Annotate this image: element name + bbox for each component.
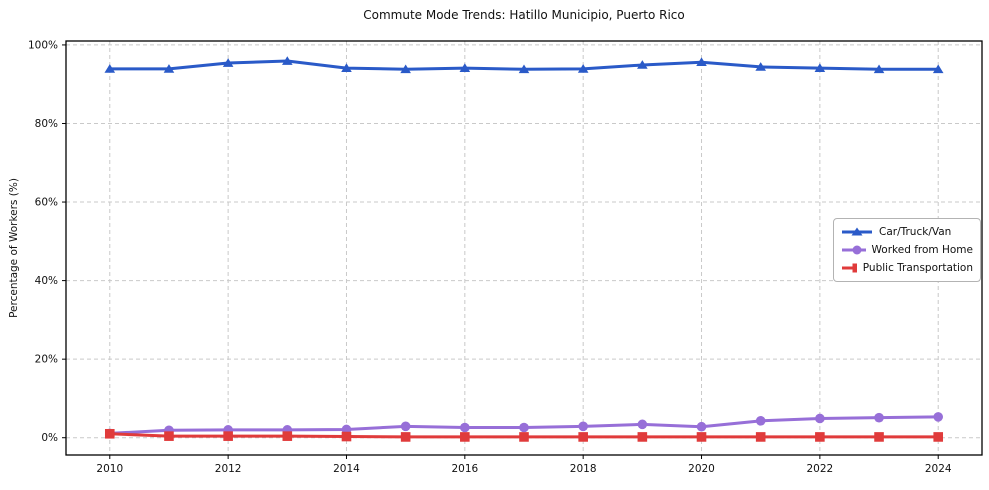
data-point-marker — [459, 63, 471, 72]
data-point-marker — [163, 64, 175, 73]
x-axis-tick-label: 2020 — [688, 463, 715, 475]
data-point-marker — [873, 64, 885, 74]
y-axis-tick-label: 80% — [35, 118, 58, 130]
legend-label: Public Transportation — [862, 262, 973, 274]
data-point-marker — [104, 64, 116, 73]
x-axis-tick-label: 2010 — [96, 463, 123, 475]
data-point-marker — [460, 422, 470, 433]
data-point-marker — [696, 57, 707, 67]
x-axis-tick-label: 2018 — [570, 463, 597, 475]
data-point-marker — [577, 64, 589, 73]
plot-border — [65, 40, 983, 456]
y-axis-tick-label: 0% — [41, 432, 58, 444]
x-axis-tick-label: 2014 — [333, 463, 360, 475]
y-axis-tick-label: 100% — [28, 39, 58, 51]
legend-marker-triangle-up-icon — [842, 227, 872, 236]
data-point-marker — [400, 421, 411, 432]
data-point-marker — [104, 428, 115, 439]
legend: Car/Truck/Van Worked from Home Public Tran… — [833, 218, 981, 282]
legend-marker-square-icon — [842, 263, 857, 273]
data-point-marker — [282, 431, 293, 441]
legend-item-worked-from-home: Worked from Home — [841, 243, 973, 257]
data-point-marker — [815, 432, 825, 442]
data-point-marker — [222, 58, 234, 67]
data-point-marker — [755, 416, 766, 426]
x-axis-tick-label: 2024 — [925, 463, 952, 475]
legend-item-public-transportation: Public Transportation — [841, 261, 973, 275]
axis-tick-labels: 0% 20% 40% 60% 80% 100% 2010 2012 2014 2016 2018 20… — [28, 39, 952, 475]
data-point-marker — [755, 62, 766, 71]
data-point-marker — [578, 421, 588, 432]
data-point-marker — [341, 431, 352, 442]
data-point-marker — [223, 431, 233, 441]
data-point-marker — [519, 432, 529, 442]
data-point-marker — [637, 60, 648, 69]
data-point-marker — [519, 422, 529, 433]
data-point-marker — [815, 413, 825, 424]
legend-item-car-truck-van: Car/Truck/Van — [841, 225, 973, 239]
data-point-marker — [400, 64, 411, 74]
data-point-marker — [814, 63, 826, 72]
data-point-marker — [518, 64, 530, 74]
data-point-marker — [282, 56, 293, 65]
chart-title: Commute Mode Trends: Hatillo Municipio, … — [363, 8, 685, 22]
data-point-marker — [460, 432, 470, 442]
x-axis-tick-label: 2012 — [215, 463, 242, 475]
data-point-marker — [874, 412, 884, 423]
x-axis-tick-label: 2016 — [451, 463, 478, 475]
series-car-truck-van — [104, 56, 944, 74]
data-point-marker — [637, 419, 648, 430]
axis-ticks — [62, 44, 939, 459]
data-point-marker — [164, 431, 174, 441]
x-axis-tick-label: 2022 — [806, 463, 833, 475]
data-point-marker — [933, 432, 944, 442]
data-point-marker — [341, 63, 352, 72]
data-point-marker — [696, 421, 707, 432]
data-point-marker — [696, 432, 707, 442]
legend-label: Car/Truck/Van — [879, 226, 952, 238]
y-axis-tick-label: 20% — [35, 354, 58, 366]
data-point-marker — [637, 432, 648, 442]
data-point-marker — [400, 432, 411, 442]
data-point-marker — [755, 432, 766, 442]
y-axis-tick-label: 40% — [35, 275, 58, 287]
data-point-marker — [874, 432, 884, 442]
data-point-marker — [932, 64, 944, 74]
data-point-marker — [578, 432, 588, 442]
series-public-transportation — [104, 428, 944, 442]
data-point-marker — [933, 412, 944, 422]
legend-label: Worked from Home — [871, 244, 973, 256]
y-axis-tick-label: 60% — [35, 197, 58, 209]
legend-marker-circle-icon — [842, 245, 866, 255]
